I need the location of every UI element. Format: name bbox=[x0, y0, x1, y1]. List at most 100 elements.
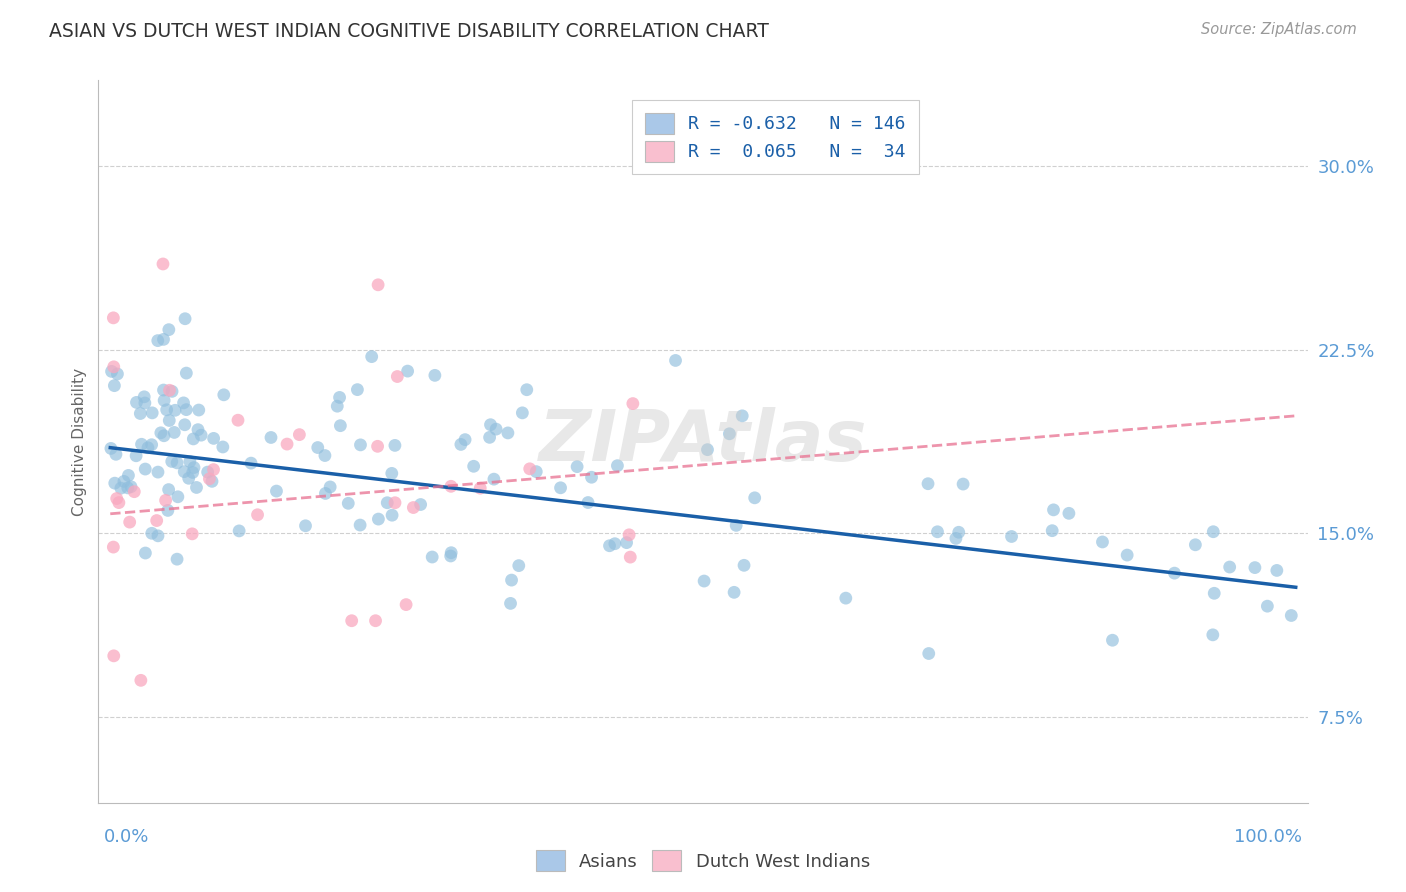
Point bbox=[108, 495, 131, 509]
Point bbox=[160, 454, 183, 468]
Point bbox=[485, 422, 508, 436]
Point bbox=[1279, 608, 1302, 623]
Point bbox=[166, 456, 188, 470]
Point bbox=[565, 459, 588, 474]
Point bbox=[402, 500, 425, 515]
Point bbox=[226, 413, 249, 427]
Point bbox=[1040, 524, 1063, 538]
Point bbox=[117, 468, 139, 483]
Point bbox=[110, 481, 132, 495]
Point bbox=[129, 407, 152, 421]
Point bbox=[211, 440, 233, 454]
Point bbox=[228, 524, 250, 538]
Point bbox=[117, 481, 139, 495]
Point bbox=[1116, 548, 1139, 562]
Point bbox=[107, 367, 129, 381]
Point bbox=[166, 552, 188, 566]
Point bbox=[307, 441, 329, 455]
Point bbox=[340, 614, 363, 628]
Point bbox=[479, 417, 502, 432]
Point bbox=[183, 432, 205, 446]
Point bbox=[744, 491, 766, 505]
Point bbox=[501, 573, 523, 587]
Point bbox=[181, 466, 204, 480]
Legend: R = -0.632   N = 146, R =  0.065   N =  34: R = -0.632 N = 146, R = 0.065 N = 34 bbox=[633, 100, 918, 174]
Point bbox=[157, 413, 180, 427]
Point bbox=[240, 456, 263, 470]
Point bbox=[731, 409, 754, 423]
Point bbox=[512, 406, 534, 420]
Point bbox=[409, 498, 432, 512]
Point bbox=[718, 426, 741, 441]
Point bbox=[149, 425, 172, 440]
Point bbox=[124, 484, 146, 499]
Point bbox=[190, 428, 212, 442]
Point bbox=[440, 546, 463, 560]
Point bbox=[1256, 599, 1278, 614]
Point bbox=[733, 558, 755, 573]
Point bbox=[1202, 524, 1225, 539]
Point bbox=[134, 390, 156, 404]
Point bbox=[197, 465, 219, 479]
Point bbox=[136, 441, 159, 455]
Point bbox=[337, 496, 360, 510]
Point bbox=[367, 277, 389, 292]
Point bbox=[156, 503, 179, 517]
Point bbox=[173, 417, 195, 432]
Point bbox=[105, 491, 128, 506]
Point bbox=[314, 486, 336, 500]
Point bbox=[187, 423, 209, 437]
Point bbox=[381, 467, 404, 481]
Point bbox=[177, 471, 200, 485]
Text: ZIPAtlas: ZIPAtlas bbox=[538, 407, 868, 476]
Point bbox=[524, 465, 547, 479]
Point bbox=[212, 388, 235, 402]
Point bbox=[156, 402, 179, 417]
Point bbox=[360, 350, 382, 364]
Point bbox=[1091, 535, 1114, 549]
Point bbox=[1204, 586, 1226, 600]
Point bbox=[157, 483, 180, 497]
Point bbox=[927, 524, 949, 539]
Point bbox=[288, 427, 311, 442]
Point bbox=[384, 496, 406, 510]
Point bbox=[112, 475, 135, 489]
Point bbox=[329, 418, 352, 433]
Point bbox=[463, 459, 485, 474]
Point bbox=[104, 447, 127, 461]
Y-axis label: Cognitive Disability: Cognitive Disability bbox=[72, 368, 87, 516]
Point bbox=[516, 383, 538, 397]
Point bbox=[319, 480, 342, 494]
Point bbox=[145, 514, 167, 528]
Point bbox=[1265, 563, 1288, 577]
Point bbox=[260, 430, 283, 444]
Point bbox=[118, 515, 141, 529]
Point bbox=[693, 574, 716, 588]
Point bbox=[103, 648, 125, 663]
Point bbox=[173, 465, 195, 479]
Text: ASIAN VS DUTCH WEST INDIAN COGNITIVE DISABILITY CORRELATION CHART: ASIAN VS DUTCH WEST INDIAN COGNITIVE DIS… bbox=[49, 22, 769, 41]
Legend: Asians, Dutch West Indians: Asians, Dutch West Indians bbox=[529, 843, 877, 879]
Point bbox=[387, 369, 409, 384]
Point bbox=[181, 526, 204, 541]
Point bbox=[179, 454, 201, 468]
Point bbox=[103, 378, 125, 392]
Point bbox=[103, 310, 125, 325]
Point bbox=[619, 550, 641, 565]
Point bbox=[146, 465, 169, 479]
Point bbox=[396, 364, 419, 378]
Point bbox=[202, 431, 225, 445]
Point bbox=[266, 484, 288, 499]
Point bbox=[167, 490, 190, 504]
Point bbox=[1042, 503, 1064, 517]
Point bbox=[152, 383, 174, 397]
Point bbox=[482, 472, 505, 486]
Point bbox=[420, 549, 443, 564]
Point bbox=[329, 391, 352, 405]
Point bbox=[134, 462, 156, 476]
Text: Source: ZipAtlas.com: Source: ZipAtlas.com bbox=[1201, 22, 1357, 37]
Text: 0.0%: 0.0% bbox=[104, 828, 149, 847]
Point bbox=[103, 540, 125, 554]
Point bbox=[470, 481, 492, 495]
Point bbox=[125, 395, 148, 409]
